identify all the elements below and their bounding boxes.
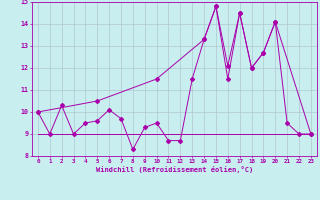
X-axis label: Windchill (Refroidissement éolien,°C): Windchill (Refroidissement éolien,°C) bbox=[96, 166, 253, 173]
